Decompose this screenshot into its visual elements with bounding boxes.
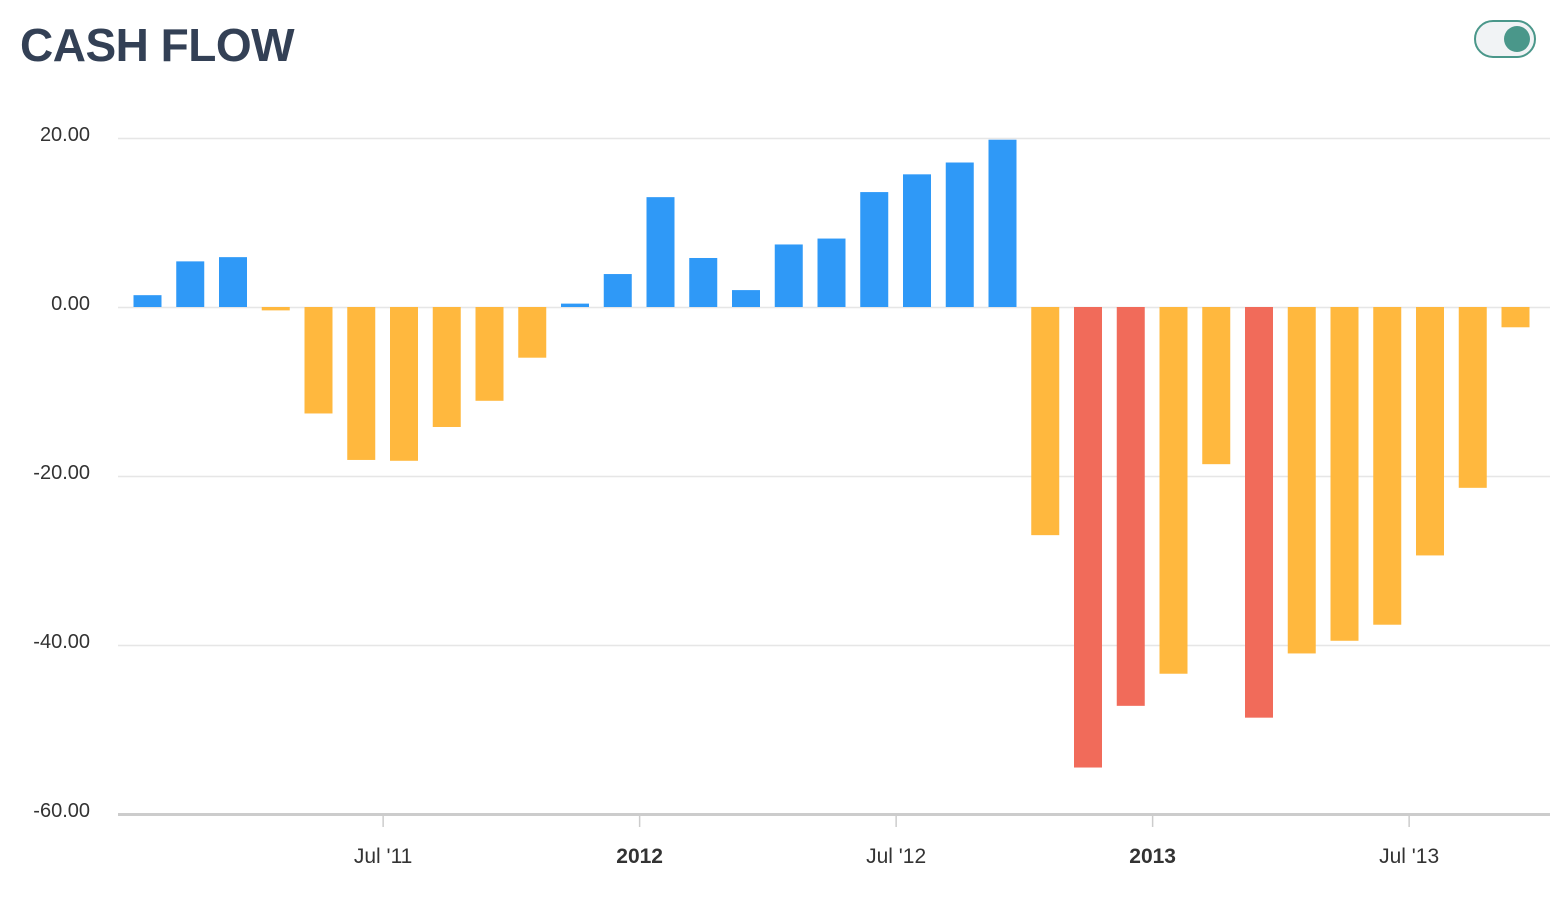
- bar-2012-03[interactable]: [732, 290, 760, 307]
- bar-2013-06[interactable]: [1373, 307, 1402, 625]
- bar-2011-10[interactable]: [518, 307, 547, 358]
- bar-2013-01[interactable]: [1159, 307, 1188, 674]
- chart-title: CASH FLOW: [20, 19, 295, 71]
- bar-2011-02[interactable]: [176, 261, 205, 307]
- bar-2011-11[interactable]: [561, 303, 589, 307]
- bar-2011-12[interactable]: [603, 274, 632, 307]
- bar-2012-12[interactable]: [1116, 307, 1145, 706]
- y-tick-label: -40.00: [33, 631, 90, 653]
- bar-2012-10[interactable]: [1031, 307, 1060, 536]
- x-tick-label: Jul '11: [354, 845, 413, 868]
- bar-2011-08[interactable]: [432, 307, 461, 427]
- bar-2011-09[interactable]: [475, 307, 504, 401]
- bar-2012-01[interactable]: [646, 197, 675, 307]
- bar-2012-09[interactable]: [988, 139, 1017, 307]
- bar-2012-02[interactable]: [689, 257, 718, 307]
- y-tick-label: 20.00: [40, 124, 90, 146]
- bar-2011-06[interactable]: [347, 307, 376, 460]
- bars: [133, 139, 1530, 768]
- bar-2012-05[interactable]: [817, 238, 846, 307]
- bar-2012-07[interactable]: [903, 174, 931, 307]
- y-tick-label: -60.00: [33, 800, 90, 822]
- bar-2011-03[interactable]: [219, 257, 247, 307]
- y-axis-labels: 20.00 0.00 -20.00 -40.00 -60.00: [33, 124, 90, 822]
- x-tick-label: 2012: [616, 845, 663, 868]
- bar-2013-07[interactable]: [1416, 307, 1444, 556]
- bar-2013-05[interactable]: [1330, 307, 1359, 641]
- x-axis: Jul '11 2012 Jul '12 2013 Jul '13: [118, 813, 1550, 868]
- view-toggle-switch[interactable]: [1474, 20, 1536, 58]
- bar-2013-09[interactable]: [1501, 307, 1530, 328]
- toggle-knob: [1504, 26, 1530, 52]
- bar-2012-08[interactable]: [945, 162, 974, 307]
- y-tick-label: -20.00: [33, 462, 90, 484]
- bar-2013-03[interactable]: [1245, 307, 1273, 718]
- x-tick-label: Jul '13: [1379, 845, 1439, 868]
- y-tick-label: 0.00: [51, 293, 90, 315]
- bar-2012-06[interactable]: [860, 192, 889, 307]
- bar-2012-11[interactable]: [1074, 307, 1102, 768]
- bar-2012-04[interactable]: [774, 244, 803, 307]
- bar-2011-04[interactable]: [261, 307, 290, 311]
- bar-2011-07[interactable]: [390, 307, 418, 461]
- bar-2011-05[interactable]: [304, 307, 333, 414]
- x-tick-label: 2013: [1129, 845, 1176, 868]
- x-tick-label: Jul '12: [866, 845, 926, 868]
- bar-2013-04[interactable]: [1287, 307, 1316, 654]
- bar-2013-08[interactable]: [1458, 307, 1487, 488]
- bar-2013-02[interactable]: [1202, 307, 1231, 465]
- bar-2011-01[interactable]: [133, 295, 162, 307]
